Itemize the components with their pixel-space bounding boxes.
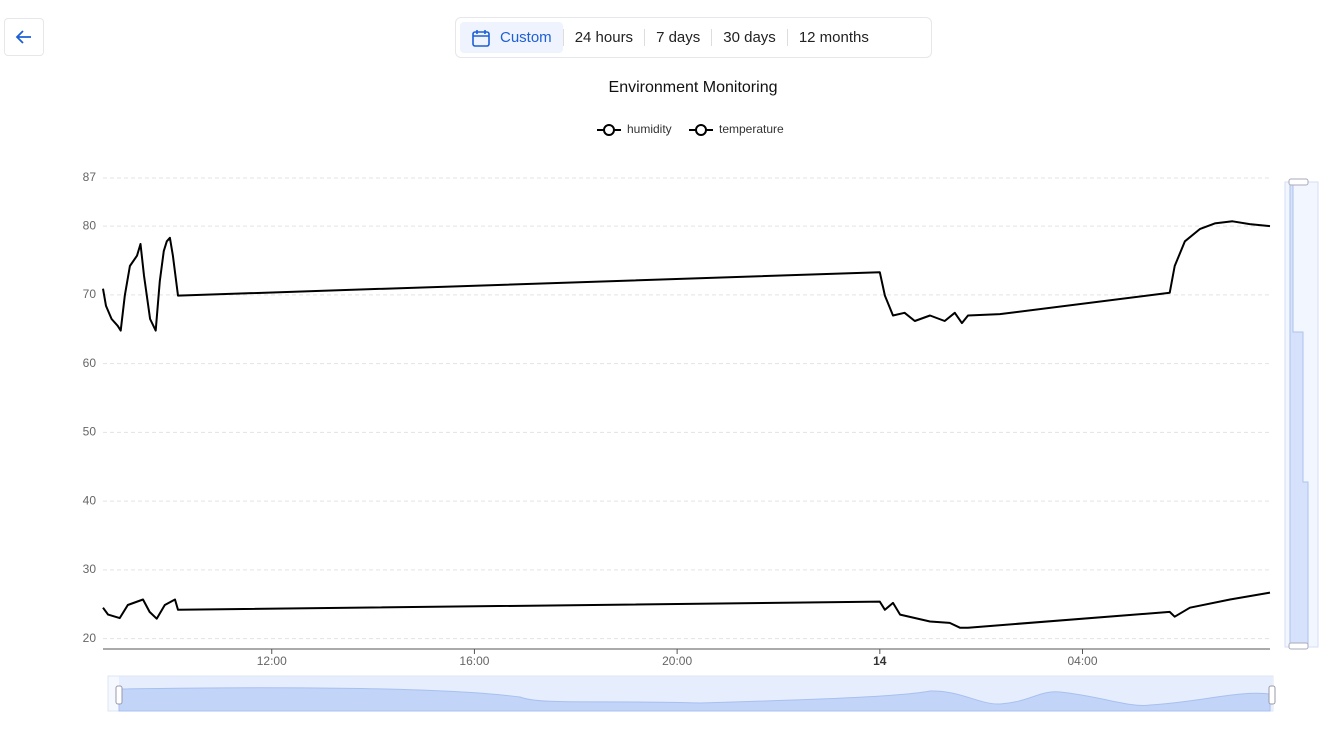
separator <box>562 29 564 46</box>
back-icon <box>15 30 31 44</box>
series-line <box>102 220 1271 332</box>
calendar-icon <box>472 29 490 47</box>
legend-label: humidity <box>627 122 672 136</box>
range-button[interactable]: 24 hours <box>574 29 634 46</box>
separator <box>644 29 646 46</box>
x-tick-label: 14 <box>873 654 887 668</box>
range-button[interactable]: 30 days <box>723 29 776 46</box>
y-tick-label: 60 <box>83 356 97 370</box>
range-button[interactable]: 7 days <box>656 29 701 46</box>
y-tick-label: 30 <box>83 562 97 576</box>
series-line <box>102 591 1271 629</box>
legend-label: temperature <box>719 122 784 136</box>
x-tick-label: 04:00 <box>1067 654 1097 668</box>
back-button[interactable] <box>4 18 44 56</box>
x-tick-label: 12:00 <box>257 654 287 668</box>
separator <box>711 29 713 46</box>
chart-title: Environment Monitoring <box>609 79 778 96</box>
range-button[interactable]: Custom <box>460 22 563 53</box>
range-button[interactable]: 12 months <box>798 29 869 46</box>
separator <box>786 29 788 46</box>
range-label: Custom <box>500 29 552 46</box>
legend-marker <box>695 124 707 136</box>
x-tick-label: 20:00 <box>662 654 692 668</box>
y-tick-label: 87 <box>83 170 97 184</box>
y-tick-label: 50 <box>83 425 97 439</box>
y-tick-label: 20 <box>83 631 97 645</box>
zoom-bottom <box>107 675 1276 712</box>
legend-marker <box>603 124 615 136</box>
zoom-right <box>1284 178 1319 650</box>
y-tick-label: 70 <box>83 287 97 301</box>
x-tick-label: 16:00 <box>459 654 489 668</box>
range-toolbar: Custom 24 hours 7 days 30 days 12 months <box>455 17 932 58</box>
y-tick-label: 40 <box>83 493 97 507</box>
y-tick-label: 80 <box>83 218 97 232</box>
